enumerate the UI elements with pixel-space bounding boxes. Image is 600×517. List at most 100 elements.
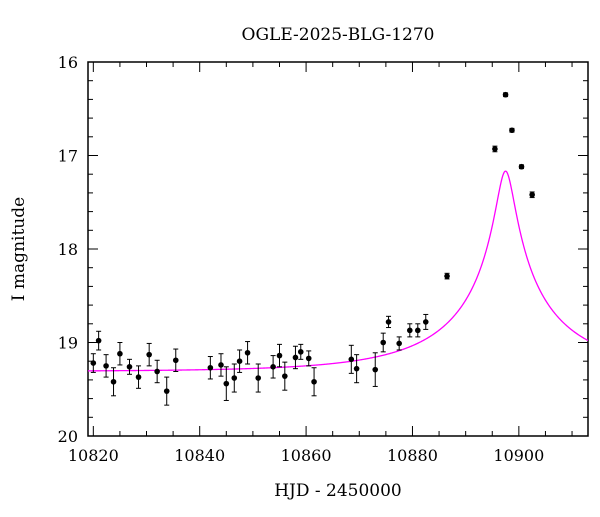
axis-ticks [88,61,588,437]
data-point [110,367,117,397]
data-point [297,343,304,360]
data-point [509,127,515,134]
data-point [305,350,312,367]
point-marker [236,358,243,365]
point-marker [353,365,360,372]
point-marker [126,364,133,370]
point-marker [518,163,525,170]
point-marker [348,356,355,363]
x-tick-label: 10900 [493,446,544,465]
tick-labels: 10820 10840 10860 10880 10900 16 17 18 19 20 [58,53,545,465]
data-point [255,363,262,393]
data-point [414,323,421,338]
point-marker [218,362,224,368]
point-marker [372,366,379,373]
data-point [103,354,109,378]
data-point [348,344,355,374]
y-tick-label: 18 [58,240,78,259]
point-marker [407,327,413,334]
point-marker [492,146,498,152]
data-point [154,359,160,384]
data-point [444,272,450,280]
y-tick-label: 19 [58,334,78,353]
data-points-layer [90,91,535,406]
data-point [407,323,413,338]
point-marker [110,378,117,385]
data-point [311,367,317,397]
data-point [207,356,214,380]
point-marker [90,360,97,366]
point-marker [207,364,214,371]
point-marker [103,363,109,369]
point-marker [502,91,509,98]
data-point [135,365,142,389]
point-marker [311,378,317,385]
x-tick-label: 10820 [68,446,119,465]
point-marker [95,337,102,344]
point-marker [117,350,123,357]
y-tick-label: 16 [58,53,78,72]
point-marker [380,339,387,346]
data-point [282,361,288,391]
data-point [292,345,299,370]
chart-title: OGLE-2025-BLG-1270 [242,25,435,45]
data-point [126,358,133,375]
point-marker [276,352,283,359]
data-point [218,353,224,377]
point-marker [529,191,535,198]
point-marker [297,349,304,355]
point-marker [414,327,421,334]
data-point [163,376,170,406]
data-point [244,341,251,365]
model-curve [88,170,588,372]
data-point [90,353,97,373]
point-marker [172,357,179,364]
point-marker [255,375,262,381]
data-point [236,349,243,373]
y-tick-label: 20 [58,427,78,446]
data-point [380,332,387,353]
point-marker [509,127,515,134]
model-curve-layer [88,170,588,372]
data-point [529,191,535,199]
data-point [492,145,498,153]
data-point [117,342,123,366]
point-marker [444,273,450,279]
point-marker [396,340,402,347]
plot-frame [87,61,589,437]
y-axis-label: I magnitude [9,197,29,301]
data-point [172,348,179,372]
data-point [372,352,379,387]
data-point [146,342,152,367]
data-point [223,366,230,401]
x-tick-label: 10880 [387,446,438,465]
x-tick-label: 10860 [281,446,332,465]
point-marker [305,355,312,362]
point-marker [385,319,392,325]
x-axis-label: HJD - 2450000 [274,481,402,501]
data-point [276,343,283,368]
x-tick-label: 10840 [174,446,225,465]
data-point [518,163,525,170]
data-point [95,330,102,351]
point-marker [231,375,238,381]
point-marker [270,364,276,370]
data-point [502,91,509,98]
point-marker [422,319,429,325]
point-marker [223,380,230,387]
point-marker [135,374,142,380]
data-point [353,354,360,384]
point-marker [292,354,299,361]
data-point [396,336,402,351]
point-marker [282,373,288,379]
data-point [270,355,276,379]
data-point [231,363,238,393]
data-point [422,313,429,330]
point-marker [244,349,251,356]
point-marker [163,388,170,394]
y-tick-label: 17 [58,147,78,166]
point-marker [146,351,152,358]
data-point [385,315,392,329]
point-marker [154,368,160,375]
